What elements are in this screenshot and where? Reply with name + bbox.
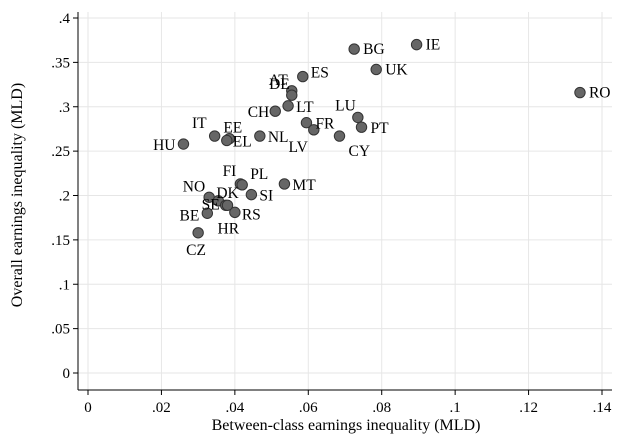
data-point-be <box>201 207 214 219</box>
point-label-ro: RO <box>589 85 611 102</box>
point-label-ie: IE <box>426 37 441 54</box>
point-label-si: SI <box>259 188 273 205</box>
y-axis-title: Overall earnings inequality (MLD) <box>9 83 26 307</box>
data-point-ch <box>269 105 281 117</box>
point-label-hr: HR <box>218 220 240 237</box>
point-label-de: DE <box>269 76 290 93</box>
point-label-bg: BG <box>363 41 385 58</box>
data-point-cz <box>192 227 204 239</box>
point-label-ee: EE <box>223 120 242 137</box>
x-tick-label: .14 <box>593 400 612 416</box>
y-tick-label: 0 <box>63 366 71 382</box>
data-point-bg <box>348 43 360 55</box>
point-label-el: EL <box>233 133 252 150</box>
x-tick-label: .04 <box>225 400 244 416</box>
data-point-lv <box>308 124 320 136</box>
point-label-it: IT <box>192 115 207 132</box>
point-label-pl: PL <box>250 166 268 183</box>
point-label-mt: MT <box>292 177 316 194</box>
data-point-de <box>286 89 298 101</box>
point-label-cy: CY <box>348 143 370 160</box>
data-point-si <box>245 188 258 201</box>
x-tick-label: .08 <box>372 400 391 416</box>
y-tick-label: .3 <box>59 100 70 116</box>
y-tick-label: .35 <box>51 55 70 71</box>
point-label-nl: NL <box>268 129 289 146</box>
data-point-es <box>297 70 309 83</box>
data-point-cy <box>333 130 346 142</box>
data-point-fr <box>300 117 313 129</box>
x-tick-label: .06 <box>299 400 318 416</box>
point-label-se: SE <box>202 196 220 213</box>
data-point-nl <box>254 130 266 142</box>
data-point-el <box>221 134 233 147</box>
point-label-cz: CZ <box>186 242 206 259</box>
point-label-at: AT <box>269 72 288 89</box>
point-label-es: ES <box>311 65 329 82</box>
x-tick-label: .12 <box>519 400 538 416</box>
point-label-fr: FR <box>315 116 335 133</box>
point-label-pt: PT <box>371 120 390 137</box>
point-label-be: BE <box>180 207 200 224</box>
axes-layer: 0 .05 .1 .15 .2 .25 .3 .35 .4 0 .02 .04 .06 .08 .1 .12.… <box>51 11 612 416</box>
data-point-ie <box>410 38 423 51</box>
data-point-it <box>208 130 221 142</box>
data-point-mt <box>278 178 291 190</box>
y-tick-label: .05 <box>51 322 70 338</box>
data-point-pl <box>236 179 248 191</box>
point-label-hu: HU <box>153 137 175 154</box>
x-axis-title: Between-class earnings inequality (MLD) <box>212 417 481 434</box>
data-point-ro <box>574 86 586 99</box>
point-label-no: NO <box>183 178 205 195</box>
grid-layer <box>78 12 612 390</box>
point-label-fi: FI <box>223 163 237 180</box>
x-tick-label: 0 <box>84 400 92 416</box>
data-point-uk <box>370 63 382 76</box>
point-label-uk: UK <box>385 61 408 78</box>
data-point-pt <box>355 121 368 133</box>
y-tick-label: .25 <box>51 144 70 160</box>
point-label-lv: LV <box>289 139 309 156</box>
y-tick-label: .15 <box>51 233 70 249</box>
y-tick-label: .2 <box>59 189 70 205</box>
data-point-hu <box>177 138 190 150</box>
points-layer <box>177 38 586 239</box>
y-tick-label: .4 <box>59 11 71 27</box>
data-point-lt <box>282 100 294 112</box>
point-label-rs: RS <box>242 206 261 223</box>
point-label-dk: DK <box>216 185 239 202</box>
y-tick-label: .1 <box>59 277 70 293</box>
x-tick-label: .02 <box>152 400 171 416</box>
point-label-lt: LT <box>296 99 314 116</box>
point-label-lu: LU <box>335 97 356 114</box>
data-point-lu <box>352 111 364 124</box>
point-label-ch: CH <box>248 104 270 121</box>
x-tick-label: .1 <box>450 400 461 416</box>
data-point-hr <box>221 199 234 211</box>
data-point-rs <box>229 206 241 219</box>
